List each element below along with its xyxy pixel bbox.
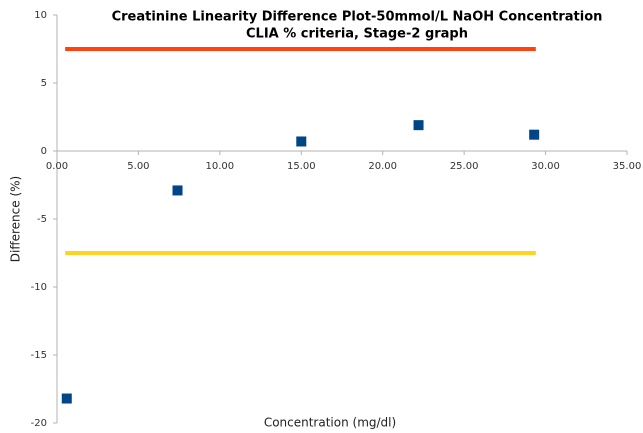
data-point (413, 120, 424, 131)
data-point (529, 129, 540, 140)
x-tick-label: 35.00 (613, 161, 642, 172)
x-axis-label: Concentration (mg/dl) (264, 416, 396, 430)
chart-title: Creatinine Linearity Difference Plot-50m… (112, 10, 603, 25)
y-tick-label: 10 (34, 10, 47, 21)
chart-subtitle: CLIA % criteria, Stage-2 graph (246, 27, 468, 42)
y-tick-label: -15 (31, 350, 47, 361)
x-tick-label: 15.00 (287, 161, 316, 172)
data-point (61, 393, 72, 404)
x-tick-label: 0.00 (46, 161, 68, 172)
x-tick-label: 30.00 (531, 161, 560, 172)
x-tick-label: 5.00 (127, 161, 149, 172)
x-tick-label: 20.00 (368, 161, 397, 172)
y-tick-label: -10 (31, 282, 47, 293)
x-tick-label: 10.00 (206, 161, 235, 172)
data-point (172, 185, 183, 196)
x-tick-label: 25.00 (450, 161, 479, 172)
y-tick-label: -5 (37, 214, 47, 225)
y-axis-label: Difference (%) (9, 176, 23, 262)
y-tick-label: 0 (41, 146, 47, 157)
y-tick-label: -20 (31, 418, 47, 429)
data-point (296, 136, 307, 147)
y-tick-label: 5 (41, 78, 47, 89)
